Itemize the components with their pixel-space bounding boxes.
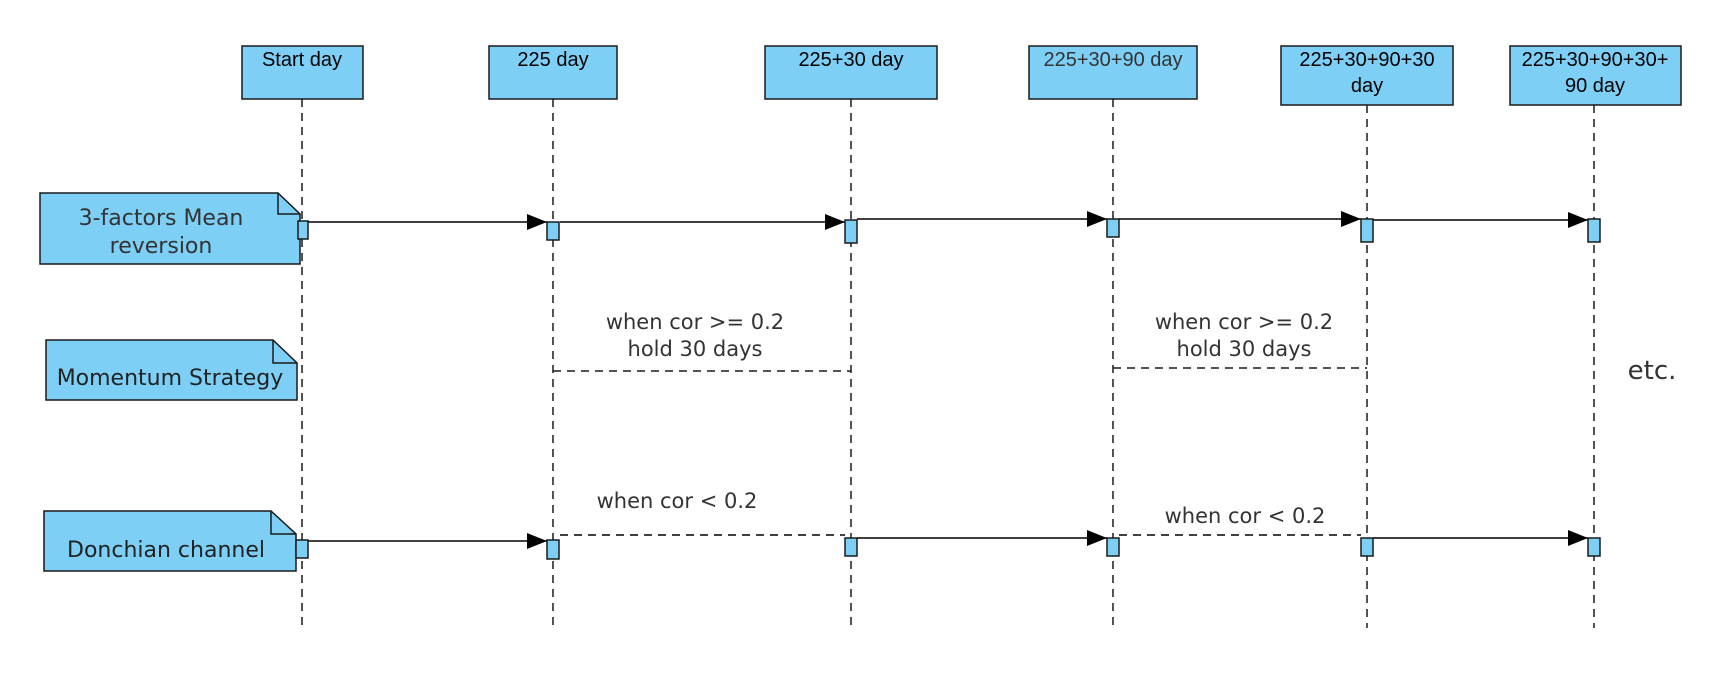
momentum-label-1-line1: when cor >= 0.2 (606, 310, 784, 334)
donchian-messages (308, 530, 1588, 549)
activation-mr-255 (844, 219, 858, 244)
header-label-start: Start day (262, 49, 342, 71)
header-box-225-30-90-30-90-day (1509, 45, 1682, 106)
activation-mr-465 (1587, 218, 1601, 243)
mean-reversion-messages (308, 211, 1588, 230)
lifeline-header-labels: Start day 225 day 225+30 day 225+30+90 d… (262, 49, 1668, 97)
lifeline-headers (241, 45, 1682, 106)
activation-mr-375 (1360, 218, 1374, 243)
note-mean-reversion-line1: 3-factors Mean (79, 206, 244, 231)
lifelines (301, 99, 1595, 628)
header-box-225-30-day (764, 45, 938, 100)
momentum-label-2-line1: when cor >= 0.2 (1155, 310, 1333, 334)
notes (39, 192, 301, 572)
activation-dc-465 (1587, 537, 1601, 557)
activation-dc-start (295, 539, 309, 559)
activation-dc-345 (1106, 537, 1120, 557)
momentum-label-1-line2: hold 30 days (628, 337, 763, 361)
note-labels: 3-factors Mean reversion Momentum Strate… (57, 206, 284, 563)
header-label-225-30-90-30-line1: 225+30+90+30 (1299, 49, 1434, 71)
activation-dc-375 (1360, 537, 1374, 557)
note-momentum (45, 339, 298, 401)
donchian-label-1: when cor < 0.2 (597, 489, 758, 513)
momentum-label-2-line2: hold 30 days (1177, 337, 1312, 361)
header-label-225-30-90-30-90-line1: 225+30+90+30+ (1522, 49, 1669, 71)
activation-dc-225 (546, 539, 560, 560)
activation-dc-255 (844, 537, 858, 557)
momentum-messages (553, 367, 1367, 372)
activation-mr-start (297, 220, 309, 240)
activation-mr-345 (1106, 218, 1120, 238)
header-label-225-30-90-30-line2: day (1351, 75, 1383, 97)
activation-mr-225 (546, 221, 560, 241)
message-labels: when cor >= 0.2 hold 30 days when cor >=… (597, 310, 1334, 528)
note-donchian-label: Donchian channel (67, 538, 265, 563)
header-label-225-30-90-day: 225+30+90 day (1043, 49, 1182, 71)
etc-label: etc. (1628, 356, 1677, 386)
header-label-225-30-90-30-90-line2: 90 day (1565, 75, 1625, 97)
header-box-225-30-90-day (1028, 45, 1198, 100)
donchian-label-2: when cor < 0.2 (1165, 504, 1326, 528)
activations (295, 218, 1601, 560)
header-label-225-30-day: 225+30 day (798, 49, 903, 71)
note-momentum-label: Momentum Strategy (57, 366, 284, 391)
header-box-start (241, 45, 364, 100)
header-box-225-30-90-30-day (1280, 45, 1454, 106)
header-box-225-day (488, 45, 618, 100)
header-label-225-day: 225 day (517, 49, 588, 71)
note-mean-reversion-line2: reversion (110, 234, 213, 259)
